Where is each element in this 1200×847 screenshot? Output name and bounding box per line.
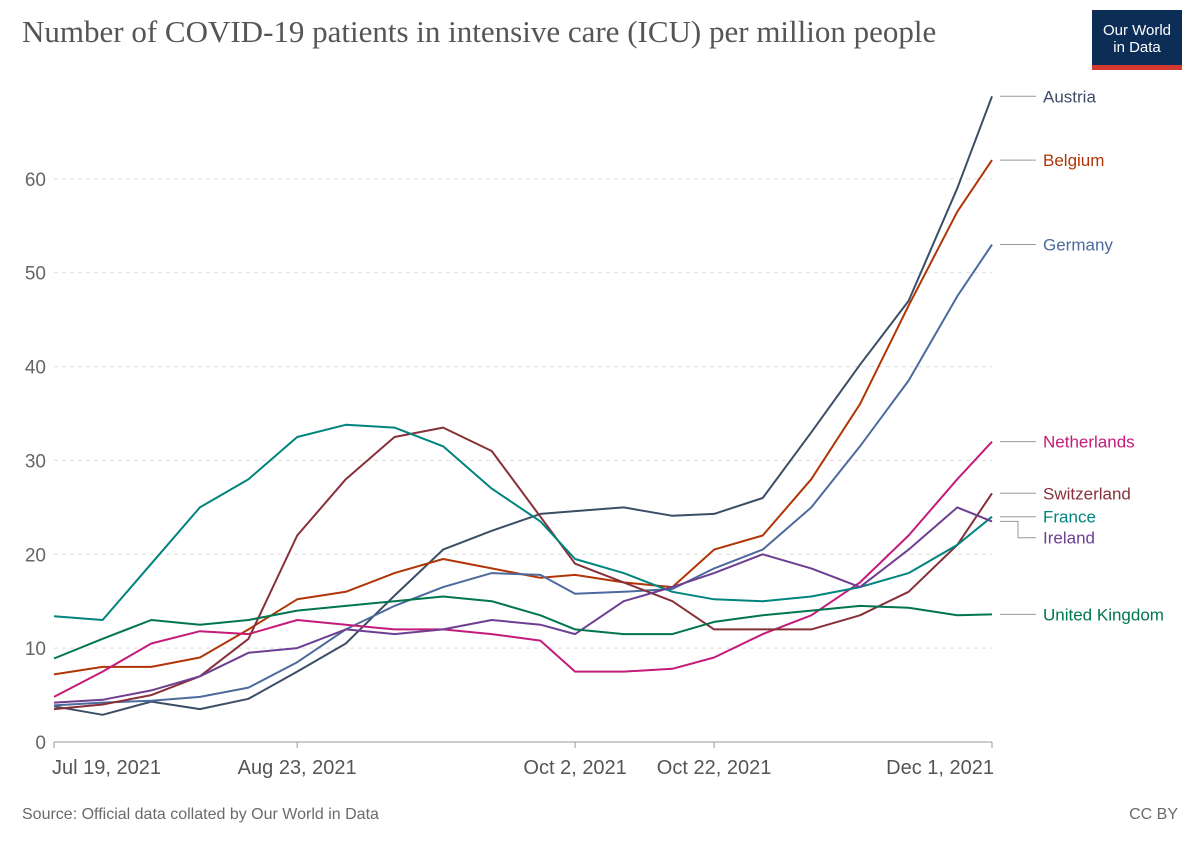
series-label-united-kingdom[interactable]: United Kingdom	[1043, 605, 1164, 624]
series-line-switzerland[interactable]	[53, 426, 993, 711]
y-tick-label-50: 50	[25, 264, 46, 285]
series-line-belgium[interactable]	[53, 159, 993, 676]
x-tick-label: Aug 23, 2021	[238, 757, 357, 779]
x-tick-label: Oct 2, 2021	[523, 757, 626, 779]
y-axis-ticks: 0 10 20 30 40 50 60	[25, 170, 46, 754]
series-label-belgium[interactable]: Belgium	[1043, 151, 1104, 170]
label-connector-ireland	[1000, 520, 1036, 539]
series-label-ireland[interactable]: Ireland	[1043, 529, 1095, 548]
line-chart: 0 10 20 30 40 50 60 Jul 19, 2021 Aug 23, 2021 Oc…	[25, 87, 1164, 779]
series-label-austria[interactable]: Austria	[1043, 87, 1096, 106]
y-tick-label-0: 0	[35, 733, 46, 754]
logo-line-2: in Data	[1113, 39, 1161, 56]
y-tick-label-30: 30	[25, 451, 46, 472]
series-labels: Austria Belgium Germany Netherlands Switzerl…	[1000, 87, 1164, 624]
series-line-austria[interactable]	[53, 95, 993, 716]
series-line-france[interactable]	[53, 423, 993, 621]
series-label-netherlands[interactable]: Netherlands	[1043, 433, 1135, 452]
logo-line-1: Our World	[1102, 22, 1172, 39]
series-line-netherlands[interactable]	[53, 441, 993, 698]
x-axis: Jul 19, 2021 Aug 23, 2021 Oct 2, 2021 Oct 2…	[52, 741, 994, 779]
x-tick-label: Dec 1, 2021	[886, 757, 994, 779]
license-link[interactable]: CC BY	[1129, 806, 1178, 823]
page-title: Number of COVID-19 patients in intensive…	[22, 14, 937, 49]
series-label-germany[interactable]: Germany	[1043, 236, 1113, 255]
series-line-united-kingdom[interactable]	[53, 595, 993, 660]
x-tick-label: Jul 19, 2021	[52, 757, 161, 779]
grid-lines	[54, 178, 992, 649]
y-tick-label-20: 20	[25, 545, 46, 566]
series-label-switzerland[interactable]: Switzerland	[1043, 484, 1131, 503]
y-tick-label-60: 60	[25, 170, 46, 191]
y-tick-label-40: 40	[25, 358, 46, 379]
y-tick-label-10: 10	[25, 639, 46, 660]
x-tick-label: Oct 22, 2021	[657, 757, 772, 779]
source-note: Source: Official data collated by Our Wo…	[22, 806, 379, 823]
series-lines	[53, 95, 993, 716]
owid-logo[interactable]: Our World in Data	[1092, 10, 1182, 70]
series-label-france[interactable]: France	[1043, 508, 1096, 527]
series-line-germany[interactable]	[53, 244, 993, 707]
series-line-ireland[interactable]	[53, 506, 993, 704]
